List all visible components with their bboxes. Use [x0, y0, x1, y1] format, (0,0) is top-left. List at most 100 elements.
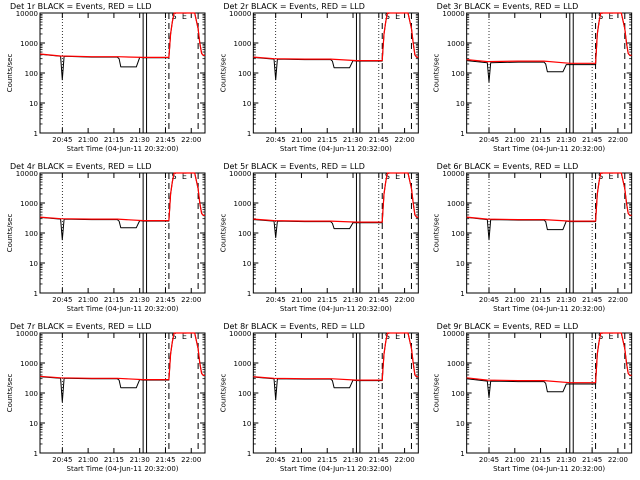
y-tick-label: 10	[242, 260, 251, 268]
x-axis-label: Start Time (04-Jun-11 20:32:00)	[493, 145, 605, 153]
x-tick-label: 20:45	[52, 136, 72, 144]
x-tick-label: 21:45	[369, 296, 389, 304]
y-tick-label: 1000	[20, 200, 38, 208]
x-tick-label: 21:00	[291, 296, 311, 304]
x-tick-label: 21:45	[582, 296, 602, 304]
lld-series-line	[466, 172, 632, 222]
chart-title: Det 2r BLACK = Events, RED = LLD	[223, 2, 365, 11]
annotation-label: E	[609, 12, 614, 21]
x-tick-label: 21:45	[155, 136, 175, 144]
y-axis-label: Counts/sec	[219, 54, 227, 93]
x-tick-label: 21:30	[556, 136, 576, 144]
y-tick-label: 1	[460, 290, 464, 298]
x-tick-label: 21:30	[343, 136, 363, 144]
x-tick-label: 20:45	[266, 296, 286, 304]
plot-frame	[252, 332, 419, 454]
events-series-line	[466, 332, 632, 399]
x-tick-label: 20:45	[479, 296, 499, 304]
x-tick-label: 20:45	[479, 136, 499, 144]
chart-panel-7: Det 7r BLACK = Events, RED = LLD 1 10 100 10…	[6, 322, 206, 473]
y-tick-label: 10	[242, 420, 251, 428]
x-tick-label: 20:45	[52, 456, 72, 464]
x-axis-label: Start Time (04-Jun-11 20:32:00)	[67, 305, 179, 313]
x-tick-label: 20:45	[266, 456, 286, 464]
annotation-label: S	[172, 332, 177, 341]
y-axis-label: Counts/sec	[433, 54, 441, 93]
x-tick-label: 21:15	[530, 456, 550, 464]
x-tick-label: 22:00	[394, 136, 414, 144]
y-tick-label: 100	[25, 70, 38, 78]
lld-series-line	[466, 332, 632, 384]
y-axis-label: Counts/sec	[6, 374, 14, 413]
annotation-label: S	[385, 332, 390, 341]
chart-title: Det 1r BLACK = Events, RED = LLD	[10, 2, 152, 11]
y-tick-label: 10000	[16, 330, 38, 338]
chart-title: Det 8r BLACK = Events, RED = LLD	[223, 322, 365, 331]
x-tick-label: 21:00	[505, 456, 525, 464]
chart-panel-5: Det 5r BLACK = Events, RED = LLD 1 10 100 10…	[219, 162, 419, 313]
x-axis-label: Start Time (04-Jun-11 20:32:00)	[280, 145, 392, 153]
chart-panel-2: Det 2r BLACK = Events, RED = LLD 1 10 100 10…	[219, 2, 419, 153]
y-tick-label: 10000	[229, 10, 251, 18]
y-tick-label: 1	[34, 290, 38, 298]
annotation-label: E	[395, 332, 400, 341]
events-series-line	[39, 172, 205, 241]
annotation-label: S	[598, 172, 603, 181]
events-series-line	[466, 12, 632, 83]
x-tick-label: 21:00	[78, 456, 98, 464]
annotation-label: S	[385, 12, 390, 21]
x-tick-label: 21:45	[155, 296, 175, 304]
x-tick-label: 20:45	[479, 456, 499, 464]
chart-panel-3: Det 3r BLACK = Events, RED = LLD 1 10 100 10…	[433, 2, 633, 153]
plot-frame	[252, 12, 419, 134]
chart-panel-1: Det 1r BLACK = Events, RED = LLD 1 10 100 10…	[6, 2, 206, 153]
lld-series-line	[253, 12, 419, 62]
x-tick-label: 21:45	[369, 136, 389, 144]
y-tick-label: 1000	[20, 40, 38, 48]
x-axis-label: Start Time (04-Jun-11 20:32:00)	[493, 305, 605, 313]
x-tick-label: 22:00	[394, 296, 414, 304]
x-tick-label: 21:15	[317, 456, 337, 464]
y-tick-label: 1000	[447, 200, 465, 208]
plot-frame	[466, 12, 633, 134]
chart-panel-9: Det 9r BLACK = Events, RED = LLD 1 10 100 10…	[433, 322, 633, 473]
y-tick-label: 100	[451, 230, 464, 238]
x-tick-label: 21:15	[104, 136, 124, 144]
y-axis-label: Counts/sec	[219, 374, 227, 413]
lld-series-line	[39, 332, 205, 381]
y-tick-label: 10	[29, 100, 38, 108]
chart-title: Det 3r BLACK = Events, RED = LLD	[437, 2, 579, 11]
annotation-label: S	[172, 12, 177, 21]
y-tick-label: 10000	[442, 170, 464, 178]
annotation-label: E	[182, 12, 187, 21]
y-tick-label: 10000	[16, 170, 38, 178]
y-axis-label: Counts/sec	[433, 214, 441, 253]
events-series-line	[39, 12, 205, 81]
x-tick-label: 21:30	[130, 456, 150, 464]
y-axis-label: Counts/sec	[433, 374, 441, 413]
y-tick-label: 10	[29, 260, 38, 268]
plot-frame	[252, 172, 419, 294]
x-tick-label: 21:30	[130, 296, 150, 304]
y-axis-label: Counts/sec	[219, 214, 227, 253]
lld-series-line	[39, 172, 205, 222]
annotation-label: E	[395, 172, 400, 181]
x-tick-label: 20:45	[266, 136, 286, 144]
y-tick-label: 10000	[16, 10, 38, 18]
events-series-line	[253, 172, 419, 239]
x-tick-label: 22:00	[181, 296, 201, 304]
x-axis-label: Start Time (04-Jun-11 20:32:00)	[493, 465, 605, 473]
y-tick-label: 1	[247, 130, 251, 138]
lld-series-line	[253, 172, 419, 223]
lld-series-line	[466, 12, 632, 64]
annotation-label: S	[385, 172, 390, 181]
events-series-line	[253, 332, 419, 401]
y-tick-label: 100	[25, 390, 38, 398]
annotation-label: S	[598, 12, 603, 21]
x-tick-label: 22:00	[181, 136, 201, 144]
x-tick-label: 21:00	[78, 296, 98, 304]
x-tick-label: 21:00	[291, 136, 311, 144]
x-tick-label: 20:45	[52, 296, 72, 304]
plot-frame	[39, 332, 206, 454]
